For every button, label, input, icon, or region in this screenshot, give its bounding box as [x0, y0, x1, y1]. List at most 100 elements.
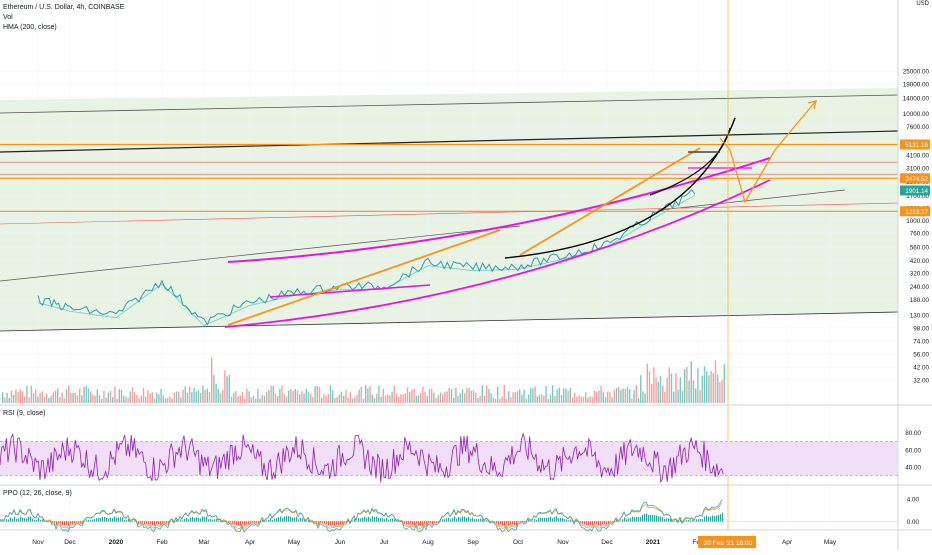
volume-bar [303, 394, 304, 403]
ppo-histogram-bar [134, 520, 135, 521]
volume-bar [424, 392, 425, 403]
ppo-histogram-bar [22, 518, 23, 522]
volume-bar [321, 398, 322, 403]
ppo-histogram-bar [100, 518, 101, 522]
ppo-histogram-bar [12, 518, 13, 521]
vol-legend: Vol [3, 13, 124, 23]
ppo-histogram-bar [462, 516, 463, 521]
volume-bar [669, 367, 670, 403]
volume-bar [171, 399, 172, 403]
volume-bar [519, 389, 520, 403]
volume-bar [312, 397, 313, 403]
ppo-histogram-bar [538, 518, 539, 522]
ppo-histogram-bar [326, 521, 327, 523]
ppo-histogram-bar [634, 517, 635, 521]
ppo-histogram-bar [160, 521, 161, 524]
volume-bar [686, 367, 687, 403]
volume-bar [521, 395, 522, 403]
volume-bar [11, 391, 12, 403]
volume-bar [196, 391, 197, 403]
volume-bar [398, 397, 399, 403]
volume-bar [444, 392, 445, 403]
ppo-histogram-bar [708, 517, 709, 522]
volume-bar [556, 389, 557, 403]
ppo-histogram-bar [132, 521, 133, 522]
volume-bar [572, 397, 573, 403]
ppo-histogram-bar [290, 517, 291, 522]
volume-bar [350, 392, 351, 403]
ppo-histogram-bar [36, 520, 37, 522]
volume-bar [543, 396, 544, 403]
volume-bar [163, 395, 164, 403]
volume-bar [713, 373, 714, 403]
volume-bar [609, 392, 610, 403]
volume-bar [552, 385, 553, 403]
volume-bar [224, 370, 225, 403]
price-tick-label: 74.00 [913, 338, 929, 345]
volume-bar [127, 398, 128, 403]
volume-bar [134, 392, 135, 403]
volume-bar [101, 399, 102, 403]
rsi-tick-label: 60.00 [905, 447, 921, 454]
ppo-histogram-bar [234, 521, 235, 524]
volume-bar [94, 396, 95, 403]
ppo-histogram-bar [296, 517, 297, 522]
ppo-histogram-bar [664, 519, 665, 522]
volume-bar [614, 390, 615, 403]
volume-bar [587, 398, 588, 403]
volume-bar [598, 391, 599, 403]
ppo-histogram-bar [14, 517, 15, 522]
volume-bar [310, 394, 311, 403]
volume-bar [275, 393, 276, 403]
ppo-histogram-bar [238, 521, 239, 525]
ppo-histogram-bar [422, 521, 423, 525]
volume-bar [409, 392, 410, 403]
ppo-histogram-bar [96, 518, 97, 521]
ppo-histogram-bar [144, 521, 145, 524]
ppo-histogram-bar [722, 513, 723, 522]
volume-bar [191, 392, 192, 403]
volume-bar [108, 393, 109, 403]
time-tick-label: Mar [198, 539, 210, 546]
ppo-histogram-bar [108, 519, 109, 522]
volume-bar [358, 390, 359, 403]
volume-bar [211, 358, 212, 403]
ppo-histogram-bar [508, 521, 509, 526]
volume-bar [534, 386, 535, 403]
ppo-histogram-bar [188, 519, 189, 521]
ppo-histogram-bar [410, 521, 411, 523]
ppo-histogram-bar [334, 521, 335, 525]
volume-bar [422, 387, 423, 403]
volume-bar [218, 389, 219, 403]
ppo-histogram-bar [390, 519, 391, 522]
ppo-histogram-bar [586, 521, 587, 525]
volume-bar [695, 388, 696, 403]
volume-bar [411, 390, 412, 403]
ppo-histogram-bar [644, 514, 645, 522]
volume-bar [240, 395, 241, 403]
volume-bar [706, 371, 707, 403]
volume-bar [400, 394, 401, 403]
volume-bar [59, 397, 60, 403]
ppo-histogram-bar [182, 521, 183, 522]
ppo-histogram-bar [656, 516, 657, 522]
volume-bar [44, 397, 45, 403]
ppo-histogram-bar [64, 521, 65, 525]
volume-bar [66, 389, 67, 403]
volume-bar [704, 366, 705, 403]
volume-bar [105, 398, 106, 403]
volume-bar [416, 395, 417, 403]
volume-bar [178, 392, 179, 403]
time-tick-label: Dec [64, 539, 76, 546]
chart-title: Ethereum / U.S. Dollar, 4h, COINBASE [3, 3, 124, 13]
volume-bar [446, 391, 447, 403]
ppo-histogram-bar [200, 518, 201, 521]
volume-bar [594, 391, 595, 403]
ppo-histogram-bar [386, 518, 387, 522]
ppo-histogram-bar [266, 520, 267, 521]
ppo-histogram-bar [534, 519, 535, 522]
volume-bar [697, 368, 698, 403]
volume-bar [429, 389, 430, 403]
volume-bar [97, 389, 98, 403]
